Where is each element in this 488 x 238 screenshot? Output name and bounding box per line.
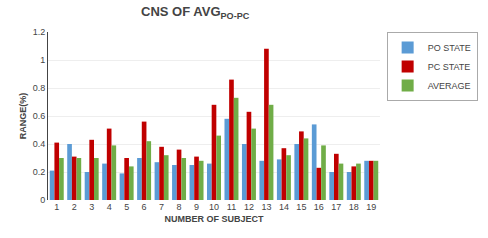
svg-text:0.2: 0.2	[33, 167, 46, 177]
svg-text:PC STATE: PC STATE	[428, 62, 471, 72]
svg-text:12: 12	[244, 202, 254, 212]
svg-text:1.2: 1.2	[33, 27, 46, 37]
svg-text:7: 7	[159, 202, 164, 212]
svg-text:14: 14	[279, 202, 289, 212]
svg-text:0: 0	[40, 195, 45, 205]
svg-text:4: 4	[107, 202, 112, 212]
svg-text:2: 2	[72, 202, 77, 212]
svg-text:PO STATE: PO STATE	[428, 43, 471, 53]
svg-text:13: 13	[261, 202, 271, 212]
svg-text:NUMBER OF SUBJECT: NUMBER OF SUBJECT	[164, 214, 264, 224]
svg-text:6: 6	[142, 202, 147, 212]
svg-text:17: 17	[331, 202, 341, 212]
svg-text:8: 8	[177, 202, 182, 212]
svg-text:11: 11	[227, 202, 236, 212]
svg-text:AVERAGE: AVERAGE	[428, 81, 471, 91]
svg-text:0.4: 0.4	[33, 139, 46, 149]
svg-text:CNS OF AVG​PO-PC​: CNS OF AVG​PO-PC​	[141, 4, 250, 21]
svg-text:15: 15	[296, 202, 306, 212]
svg-text:0.8: 0.8	[33, 83, 46, 93]
svg-text:19: 19	[366, 202, 376, 212]
svg-text:1: 1	[40, 55, 45, 65]
svg-text:3: 3	[89, 202, 94, 212]
svg-text:10: 10	[209, 202, 219, 212]
svg-text:18: 18	[349, 202, 359, 212]
svg-text:5: 5	[124, 202, 129, 212]
svg-text:0.6: 0.6	[33, 111, 46, 121]
svg-text:9: 9	[194, 202, 199, 212]
svg-text:16: 16	[314, 202, 324, 212]
svg-text:1: 1	[54, 202, 59, 212]
svg-text:RANGE(%): RANGE(%)	[18, 93, 28, 140]
